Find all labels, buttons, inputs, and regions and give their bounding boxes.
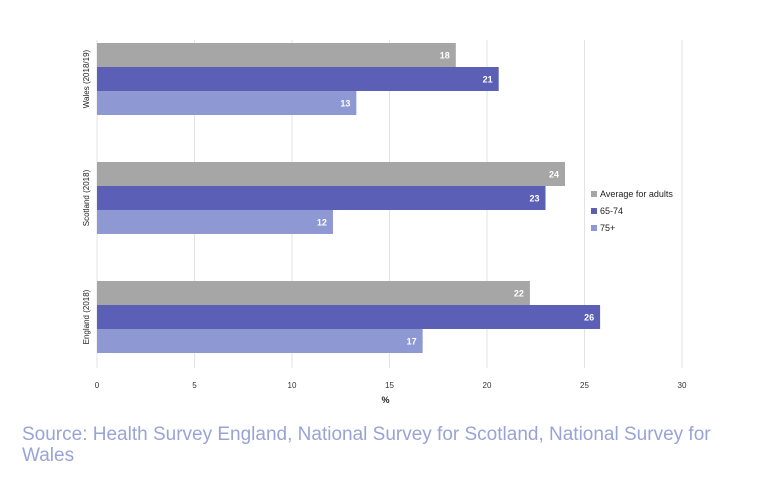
category-labels: Wales (2018/19) Scotland (2018) England (2… (82, 49, 91, 344)
bar (97, 305, 601, 329)
legend-label: 65-74 (600, 206, 623, 216)
legend-swatch (591, 208, 597, 214)
x-tick-label: 10 (288, 381, 297, 390)
legend-swatch (591, 225, 597, 231)
legend-swatch (591, 191, 597, 197)
x-tick-label: 5 (192, 381, 197, 390)
legend-label: Average for adults (600, 189, 673, 199)
data-label: 24 (549, 170, 559, 180)
data-label: 13 (340, 99, 350, 109)
bar (97, 281, 530, 305)
bar (97, 329, 423, 353)
category-label: Scotland (2018) (82, 169, 91, 226)
bar (97, 67, 499, 91)
data-label: 26 (584, 313, 594, 323)
bars: 18 21 13 24 23 12 22 26 17 (97, 43, 601, 353)
source-note: Source: Health Survey England, National … (22, 424, 711, 466)
x-tick-label: 25 (580, 381, 589, 390)
category-label: England (2018) (82, 289, 91, 344)
x-axis-ticks: 0 5 10 15 20 25 30 (95, 381, 687, 390)
bar (97, 43, 456, 67)
x-axis-label: % (381, 395, 389, 405)
bar (97, 91, 357, 115)
legend-label: 75+ (600, 223, 615, 233)
legend: Average for adults 65-74 75+ (591, 189, 673, 233)
data-label: 18 (440, 51, 450, 61)
data-label: 22 (514, 289, 524, 299)
x-tick-label: 20 (483, 381, 492, 390)
data-label: 17 (407, 337, 417, 347)
category-label: Wales (2018/19) (82, 49, 91, 108)
bar (97, 210, 333, 234)
x-tick-label: 0 (95, 381, 100, 390)
data-label: 23 (529, 194, 539, 204)
data-label: 12 (317, 218, 327, 228)
x-tick-label: 30 (678, 381, 687, 390)
x-tick-label: 15 (385, 381, 394, 390)
bar (97, 186, 546, 210)
bar (97, 162, 565, 186)
bar-chart: 18 21 13 24 23 12 22 26 17 0 5 10 15 20 25 30 Wales (2… (82, 40, 687, 405)
data-label: 21 (483, 75, 493, 85)
